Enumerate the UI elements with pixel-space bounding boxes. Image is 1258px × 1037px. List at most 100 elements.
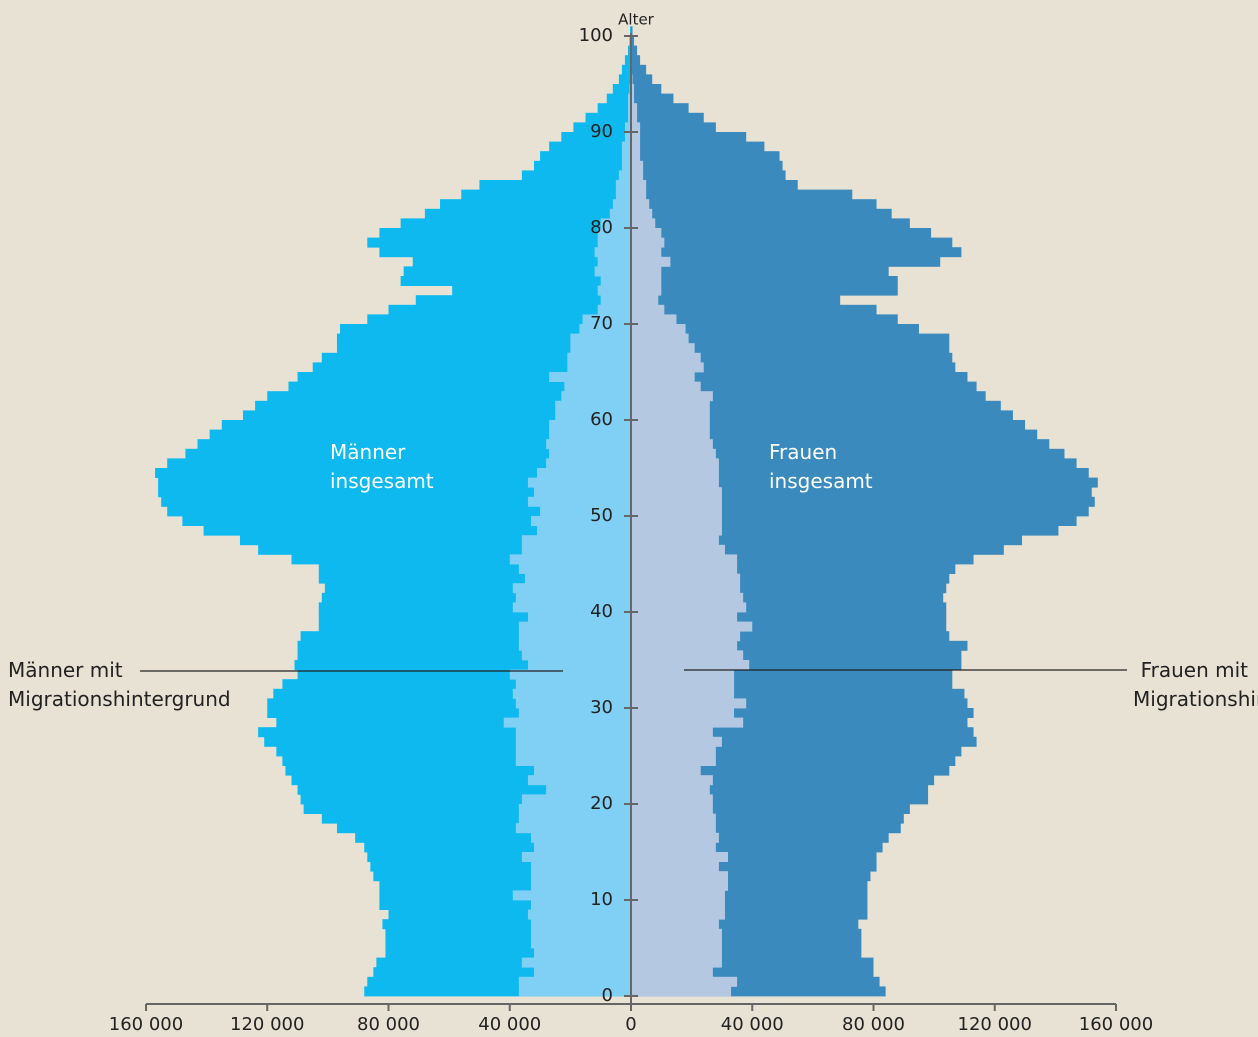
bar [515,746,631,757]
bar [549,429,631,440]
bar [631,583,741,594]
bar [379,247,631,258]
bar [355,832,631,843]
bar [631,708,735,718]
bar [521,650,631,661]
bar [515,736,631,747]
bar [630,26,631,37]
bar [631,679,735,690]
bar [631,189,853,200]
bar [267,708,631,718]
bar [209,429,631,440]
bar [367,976,631,987]
bar [631,765,950,776]
y-tick-label: 90 [590,121,613,142]
bar [618,170,631,181]
bar [527,477,631,488]
bar [631,391,986,402]
bar [631,285,898,296]
bar [631,775,935,786]
bar [615,189,631,200]
y-tick-label: 100 [579,25,613,46]
bar [631,650,744,661]
bar [631,247,962,258]
bar [621,64,631,75]
bar [631,938,722,949]
bar [297,669,631,680]
bar [567,362,631,373]
bar [631,976,738,987]
bar [631,372,695,382]
bar [631,602,947,613]
bar [385,928,631,939]
bar [615,180,631,190]
bar [631,592,744,603]
bar [158,477,631,488]
bar [631,919,859,930]
bar [631,381,977,392]
bar [631,775,713,786]
bar [340,324,631,334]
bar [518,813,631,824]
bar [631,420,1026,430]
bar [282,679,631,690]
bar [631,333,689,344]
bar [631,804,713,814]
bar [631,535,1023,546]
bar [300,794,631,805]
bar [631,871,871,882]
bar [515,698,631,709]
bar [318,612,631,622]
bar [631,122,641,133]
bar [631,900,868,910]
bar [258,544,631,555]
bar [631,909,725,920]
bar [631,554,738,565]
bar [461,189,631,200]
bar [631,813,904,824]
bar [379,890,631,901]
bar [597,256,631,267]
bar [527,775,631,786]
bar [631,909,868,920]
bar [537,525,631,536]
bar [631,112,638,123]
bar [631,314,677,325]
x-tick-label: 80 000 [842,1014,905,1035]
bar [600,276,631,286]
bar [336,343,631,354]
bar [303,804,631,814]
bar [549,420,631,430]
bar [631,746,962,757]
bar [512,688,631,699]
bar [530,880,631,891]
bar [631,487,1092,498]
bar [376,957,631,968]
bar [631,794,929,805]
y-tick-label: 50 [590,505,613,526]
bar [631,343,695,354]
bar [631,708,974,718]
bar [570,343,631,354]
bar [264,736,631,747]
bar [631,391,713,402]
bar [631,132,747,142]
bar [631,640,738,651]
bar [631,122,716,133]
bar [631,208,653,219]
bar [631,631,741,642]
bar [527,909,631,920]
bar [631,256,671,267]
bar [631,621,753,632]
bar [515,592,631,603]
bar [631,295,841,306]
bar [631,506,1089,517]
y-tick-label: 70 [590,313,613,334]
bar [515,727,631,738]
bar [631,218,656,229]
bar [521,852,631,862]
bar [336,333,631,344]
bar [518,621,631,632]
bar [631,439,713,450]
bar [631,410,1013,421]
